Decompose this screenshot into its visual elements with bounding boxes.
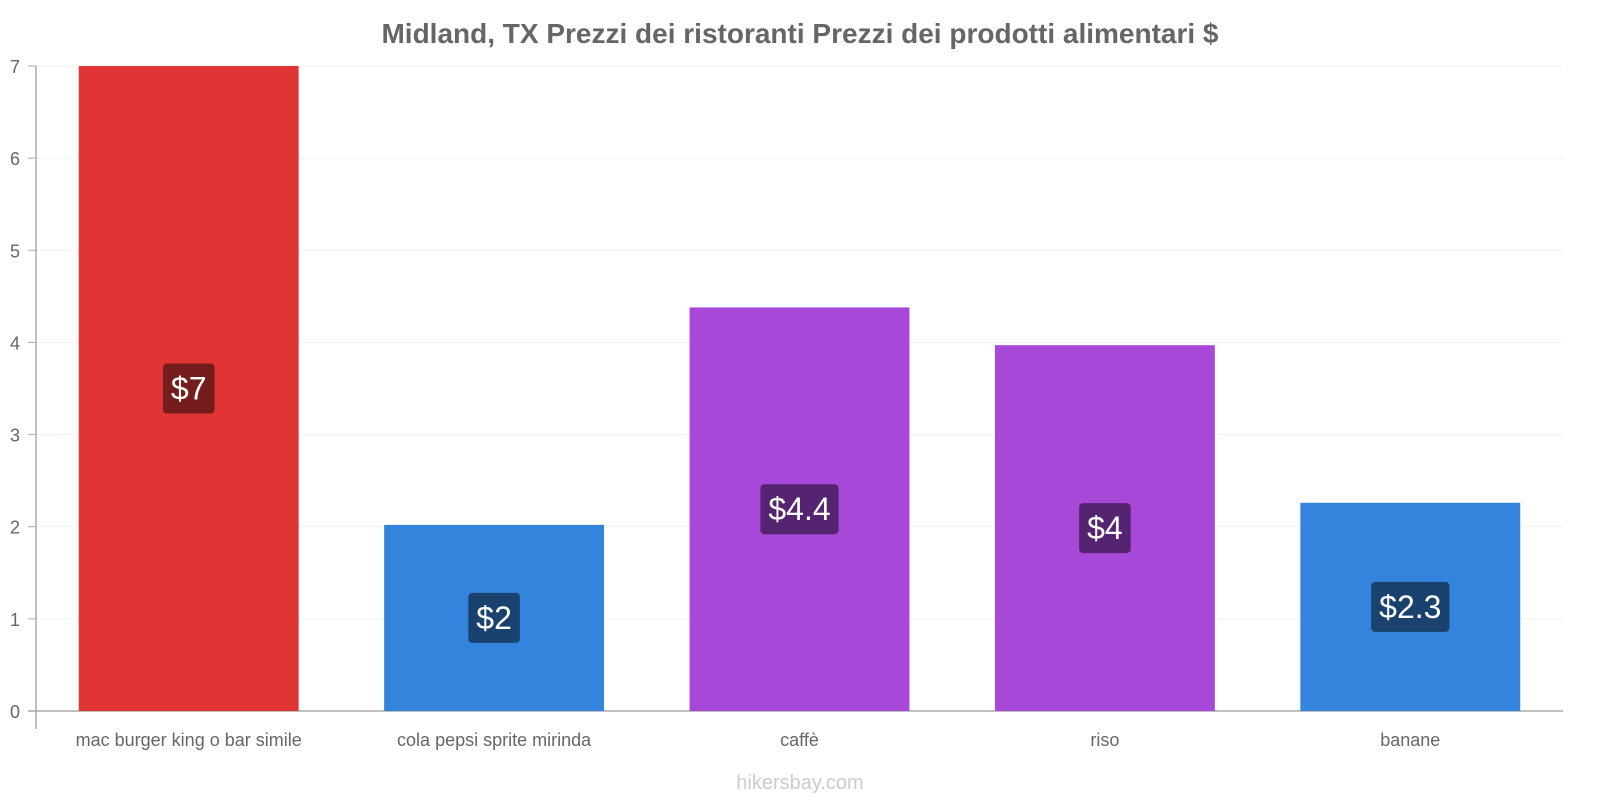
y-tick-label: 5 [10,241,20,261]
x-tick-label: mac burger king o bar simile [76,730,302,750]
value-label: $2 [476,600,512,636]
value-label-group: $2.3 [1371,581,1450,632]
chart-title: Midland, TX Prezzi dei ristoranti Prezzi… [381,18,1218,49]
value-label-background [1079,503,1131,554]
value-label-background [760,484,839,535]
value-labels: $7 $2 $4.4 $4 $2.3 [162,363,1450,643]
value-label: $7 [171,371,207,407]
axes: 0 1 2 3 4 5 6 7 mac burger king o bar simile cola… [10,57,1563,750]
x-tick-label: cola pepsi sprite mirinda [397,730,592,750]
value-label-group: $4.4 [760,484,839,535]
y-tick-label: 6 [10,149,20,169]
value-label-group: $2 [468,592,520,643]
value-label-background [1371,581,1450,632]
value-label: $4.4 [768,491,830,527]
value-label-background [468,592,520,643]
x-tick-label: caffè [780,730,819,750]
x-tick-label: riso [1090,730,1119,750]
value-label-group: $7 [162,363,215,414]
x-tick-label: banane [1380,730,1440,750]
y-tick-label: 7 [10,57,20,77]
y-tick-label: 3 [10,426,20,446]
value-label-background [162,363,215,414]
value-label: $4 [1087,510,1123,546]
watermark: hikersbay.com [736,772,863,794]
value-label-group: $4 [1079,503,1131,554]
value-label: $2.3 [1379,589,1441,625]
y-tick-label: 4 [10,333,20,353]
y-tick-label: 2 [10,518,20,538]
y-tick-label: 0 [10,702,20,722]
y-tick-label: 1 [10,610,20,630]
bars [78,66,1521,711]
